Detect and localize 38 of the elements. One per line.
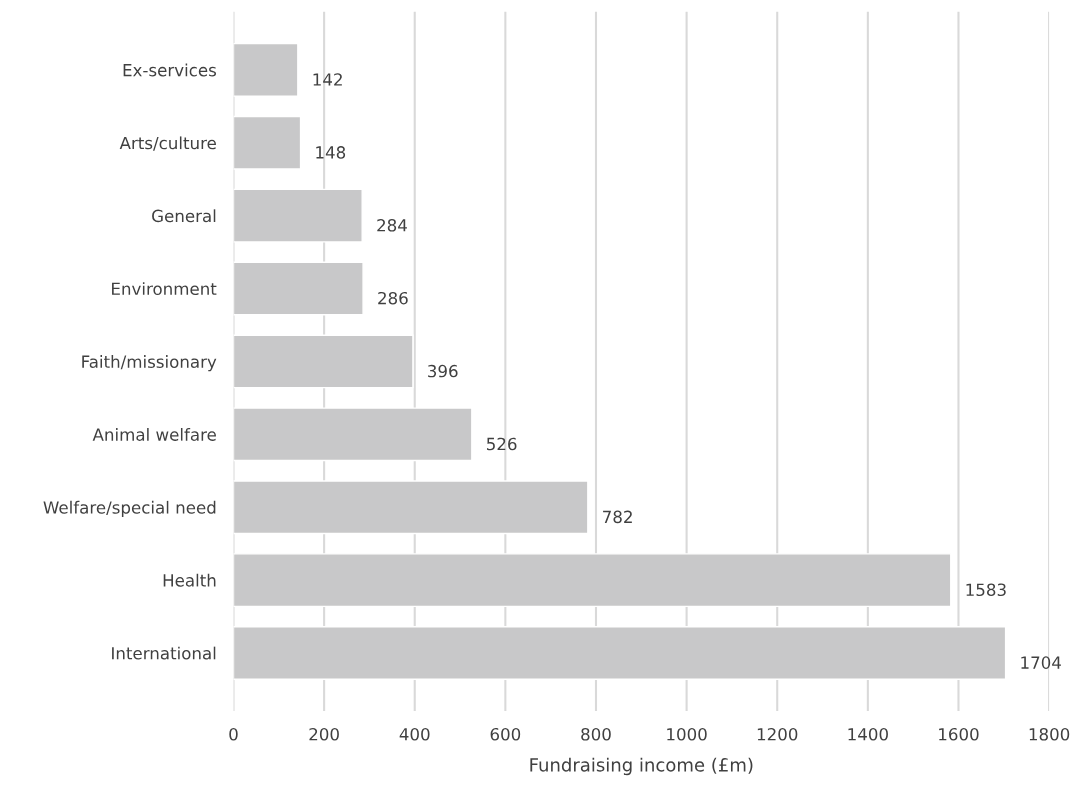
x-tick-label: 400 [399, 727, 430, 741]
data-label: 148 [316, 146, 346, 159]
bar [233, 42, 299, 97]
x-tick-label: 1400 [848, 727, 888, 741]
data-label: 782 [603, 510, 632, 524]
bar [233, 553, 952, 608]
x-axis-title: Fundraising income (£m) [530, 757, 753, 776]
bar [233, 261, 364, 316]
y-tick-label: Health [163, 573, 216, 587]
y-tick-label: Arts/culture [119, 136, 216, 151]
bar [233, 626, 1007, 680]
bar [233, 407, 473, 462]
data-label: 396 [428, 364, 458, 378]
x-tick-label: 1800 [1029, 727, 1070, 741]
y-tick-label: International [112, 646, 216, 660]
y-tick-label: Animal welfare [92, 427, 216, 441]
x-tick-label: 600 [490, 727, 521, 741]
y-tick-label: Welfare/special need [43, 500, 216, 517]
x-tick-label: 1000 [667, 727, 707, 741]
bar [233, 334, 414, 389]
x-tick-label: 1200 [757, 727, 798, 741]
y-tick-label: Environment [112, 282, 217, 296]
y-tick-label: Faith/missionary [82, 355, 217, 372]
data-label: 142 [313, 73, 342, 86]
data-label: 284 [377, 218, 407, 232]
x-tick-label: 0 [229, 727, 238, 741]
data-label: 286 [378, 291, 408, 305]
y-tick-label: General [152, 209, 216, 223]
data-label: 526 [487, 437, 517, 451]
bar [233, 480, 589, 535]
y-tick-label: Ex-services [123, 63, 217, 77]
bar [233, 188, 363, 243]
x-tick-label: 200 [309, 727, 339, 741]
data-label: 1583 [966, 583, 1006, 597]
x-tick-label: 800 [581, 727, 611, 741]
x-tick-label: 1600 [939, 727, 979, 741]
data-label: 1704 [1021, 656, 1061, 669]
bar [233, 115, 302, 170]
